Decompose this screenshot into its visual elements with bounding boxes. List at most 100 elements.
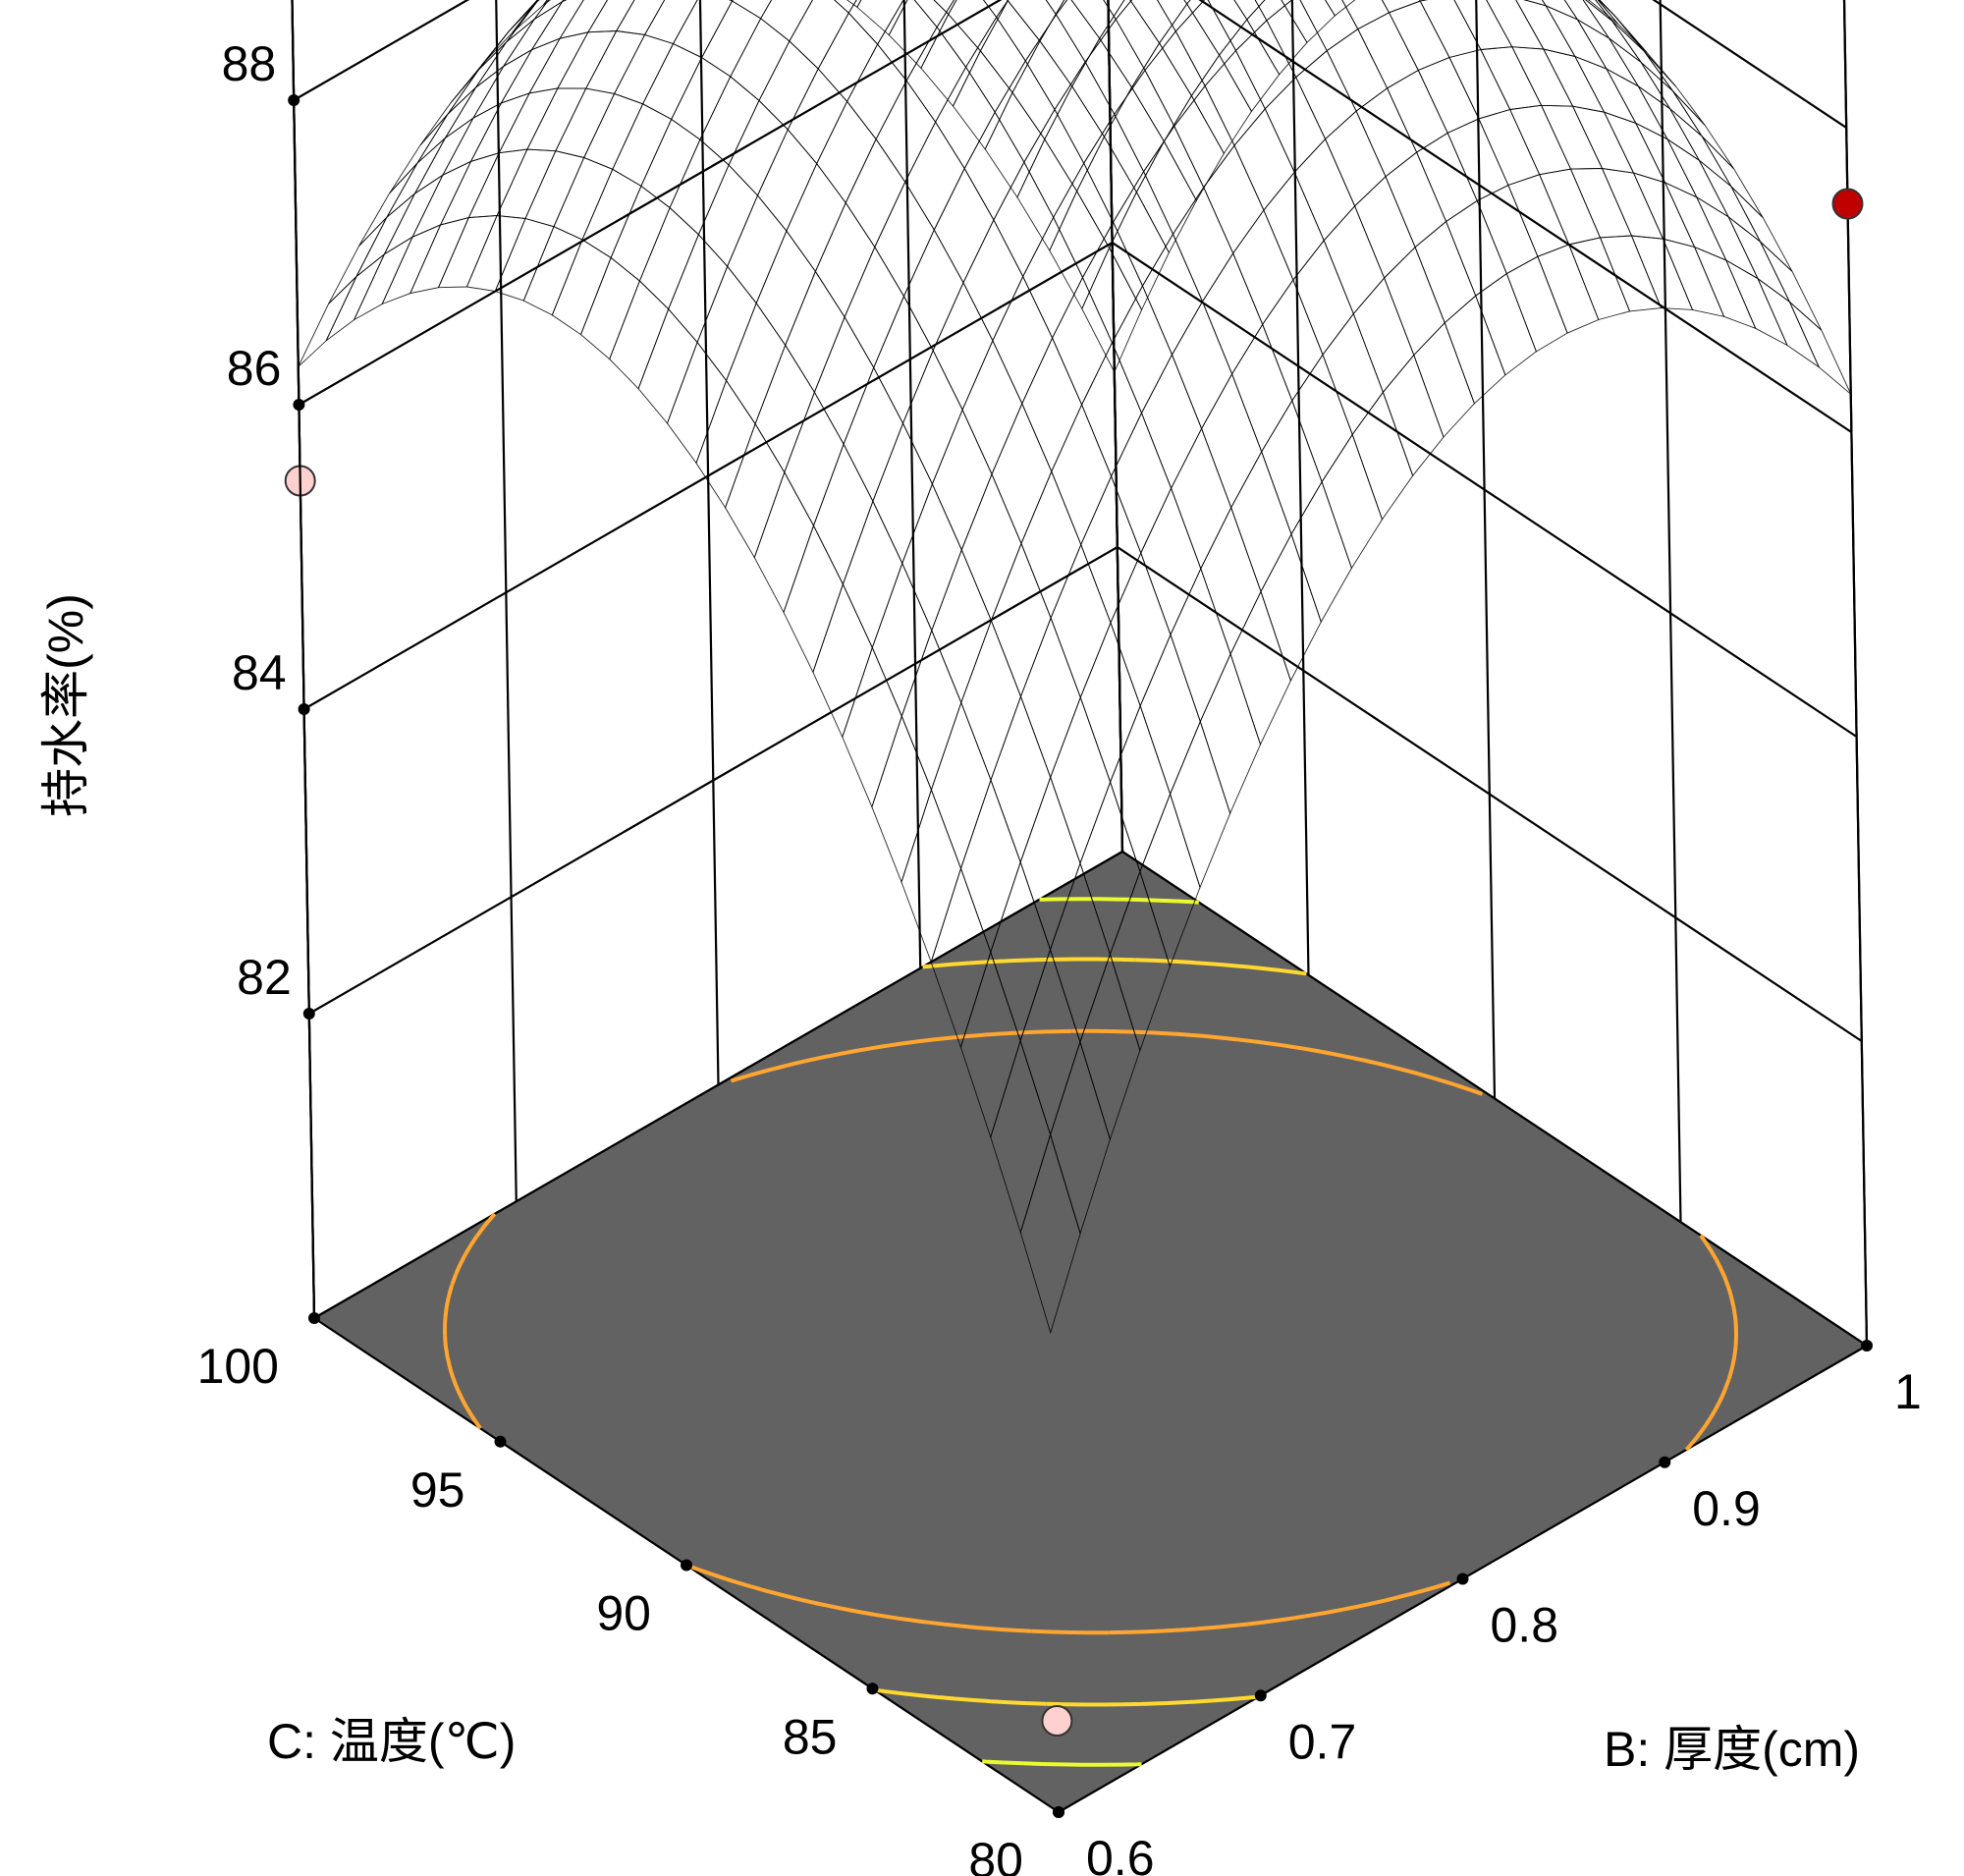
y-tick-label: 85 [783,1709,838,1764]
surface-patch [990,542,1052,698]
surface-patch [1174,0,1237,87]
surface-patch [1052,276,1113,407]
surface-patch [1190,54,1253,155]
wall-gridline [495,0,518,1202]
y-tick-mark [681,1559,692,1572]
surface-patch [963,111,1025,221]
surface-patch [842,500,903,649]
surface-patch [1444,295,1506,405]
surface-patch [1139,633,1201,796]
wall-gridline [1842,0,1869,1347]
y-tick-label: 90 [596,1586,651,1641]
surface-patch [1478,108,1541,187]
surface-patch [1701,136,1764,218]
surface-patch [1539,168,1602,246]
surface-patch [1385,151,1447,248]
surface-patch [496,148,557,219]
y-tick-mark [494,1435,507,1448]
surface-patch [1352,277,1415,394]
surface-patch [812,582,873,739]
surface-patch [1071,37,1133,138]
surface-patch [1293,138,1356,242]
x-tick-label: 0.7 [1288,1714,1357,1769]
surface-patch [1055,0,1117,63]
surface-patch [1144,30,1206,128]
surface-patch [1381,0,1421,14]
surface-patch [615,0,666,35]
surface-patch [904,121,965,231]
surface-patch [1039,0,1101,87]
surface-patch [441,101,503,177]
surface-patch [758,40,819,131]
surface-patch [1170,720,1231,889]
surface-patch [902,228,964,352]
design-point [1041,1705,1073,1737]
surface-patch [727,194,788,304]
wall-gridline [291,0,316,1319]
surface-patch [1595,0,1645,52]
surface-patch [1611,20,1673,92]
surface-patch [900,788,961,964]
surface-patch [1355,87,1418,178]
surface-patch [1605,67,1669,140]
surface-patch [506,0,550,43]
surface-patch [1141,233,1204,357]
surface-patch [1263,171,1325,281]
surface-patch [931,409,993,551]
surface-patch [1693,246,1757,330]
surface-patch [1756,277,1821,369]
surface-patch [725,422,786,559]
surface-patch [1507,174,1570,257]
y-tick-mark [1053,1806,1064,1818]
surface-patch [1163,94,1225,202]
surface-patch [1171,427,1232,571]
surface-patch [961,339,1023,475]
surface-patch [1695,195,1760,280]
x-tick-mark [1861,1340,1873,1352]
surface-patch [526,87,587,152]
surface-patch [672,0,734,59]
surface-patch [1698,159,1761,243]
x-tick-mark [1254,1689,1267,1702]
surface-patch [561,0,568,3]
surface-patch [730,18,791,102]
surface-patch [731,0,773,20]
surface-patch [640,118,701,209]
surface-patch [471,48,533,120]
wall-gridline [1107,0,1124,853]
contour-line [874,957,1307,1707]
surface-patch [328,216,388,304]
surface-patch [1081,341,1142,478]
z-axis-line [291,0,316,1319]
surface-patch [1113,170,1174,287]
contour-line [982,897,1199,1767]
surface-patch [1630,235,1694,310]
surface-patch [786,162,846,273]
surface-patch [1643,50,1706,126]
surface-patch [1388,0,1450,72]
surface-patch [437,214,498,289]
surface-patch [1730,186,1793,272]
surface-patch [1640,61,1703,138]
surface-patch [1542,48,1606,113]
surface-patch [409,216,470,295]
surface-patch [930,701,992,870]
surface-patch [1019,1132,1081,1335]
surface-patch [1448,48,1511,120]
z-tick-label: 86 [227,341,282,396]
surface-patch [844,246,905,369]
surface-patch [1111,412,1173,555]
surface-patch [1007,0,1009,2]
x-axis-title: B: 厚度(cm) [1604,1722,1860,1777]
surface-patch [729,0,734,2]
z-tick-mark [293,399,305,411]
surface-patch [1201,251,1264,375]
surface-patch [1788,301,1852,395]
floor-plane [311,850,1870,1814]
surface-patch [642,42,703,121]
surface-patch [358,162,418,247]
surface-patch [498,87,559,154]
surface-patch [666,341,728,465]
surface-patch [960,619,1021,782]
